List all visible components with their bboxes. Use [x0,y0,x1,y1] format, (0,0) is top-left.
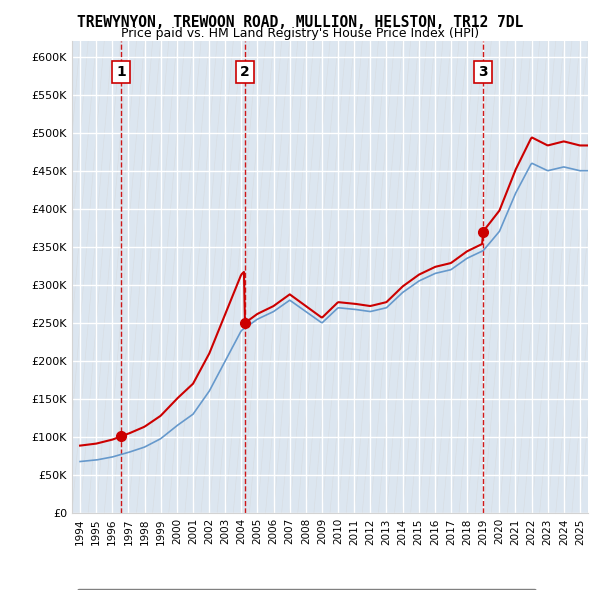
Text: TREWYNYON, TREWOON ROAD, MULLION, HELSTON, TR12 7DL: TREWYNYON, TREWOON ROAD, MULLION, HELSTO… [77,15,523,30]
Legend: TREWYNYON, TREWOON ROAD, MULLION, HELSTON, TR12 7DL (detached house), HPI: Avera: TREWYNYON, TREWOON ROAD, MULLION, HELSTO… [77,589,536,590]
Text: 3: 3 [478,65,487,78]
Text: 1: 1 [116,65,126,78]
Text: 2: 2 [240,65,250,78]
Text: Price paid vs. HM Land Registry's House Price Index (HPI): Price paid vs. HM Land Registry's House … [121,27,479,40]
